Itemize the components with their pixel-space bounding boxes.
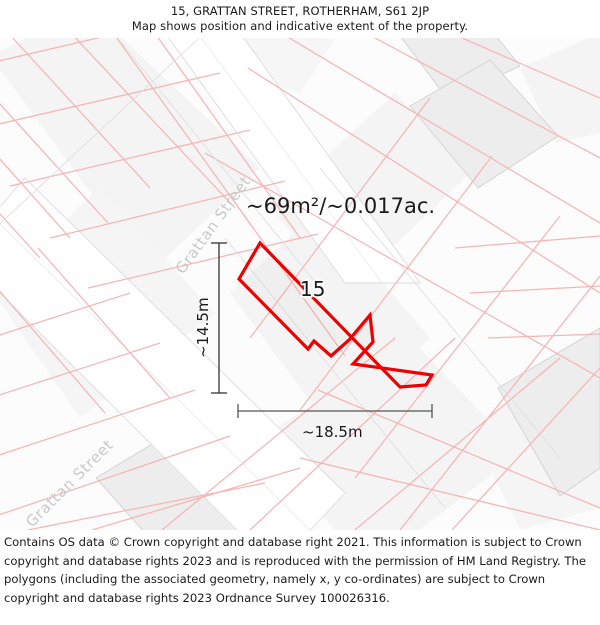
secondary-boundaries xyxy=(0,38,561,509)
page-title: 15, GRATTAN STREET, ROTHERHAM, S61 2JP xyxy=(170,4,430,18)
page-header: 15, GRATTAN STREET, ROTHERHAM, S61 2JP M… xyxy=(0,0,600,38)
property-boundary-polygon[interactable] xyxy=(237,240,435,389)
height-dimension-label: ~14.5m xyxy=(194,297,212,358)
plot-number-label: 15 xyxy=(300,277,325,301)
road-network xyxy=(0,38,421,530)
width-dimension: ~18.5m xyxy=(237,404,433,441)
copyright-footer: Contains OS data © Crown copyright and d… xyxy=(0,533,600,607)
page-subtitle: Map shows position and indicative extent… xyxy=(131,19,469,33)
area-label: ~69m²/~0.017ac. xyxy=(246,194,435,218)
map-canvas[interactable]: Grattan Street Grattan Street ~69m²/~0.0… xyxy=(0,38,600,530)
width-dimension-label: ~18.5m xyxy=(302,423,363,441)
parcel-boundaries xyxy=(0,38,600,530)
height-dimension: ~14.5m xyxy=(194,242,227,394)
